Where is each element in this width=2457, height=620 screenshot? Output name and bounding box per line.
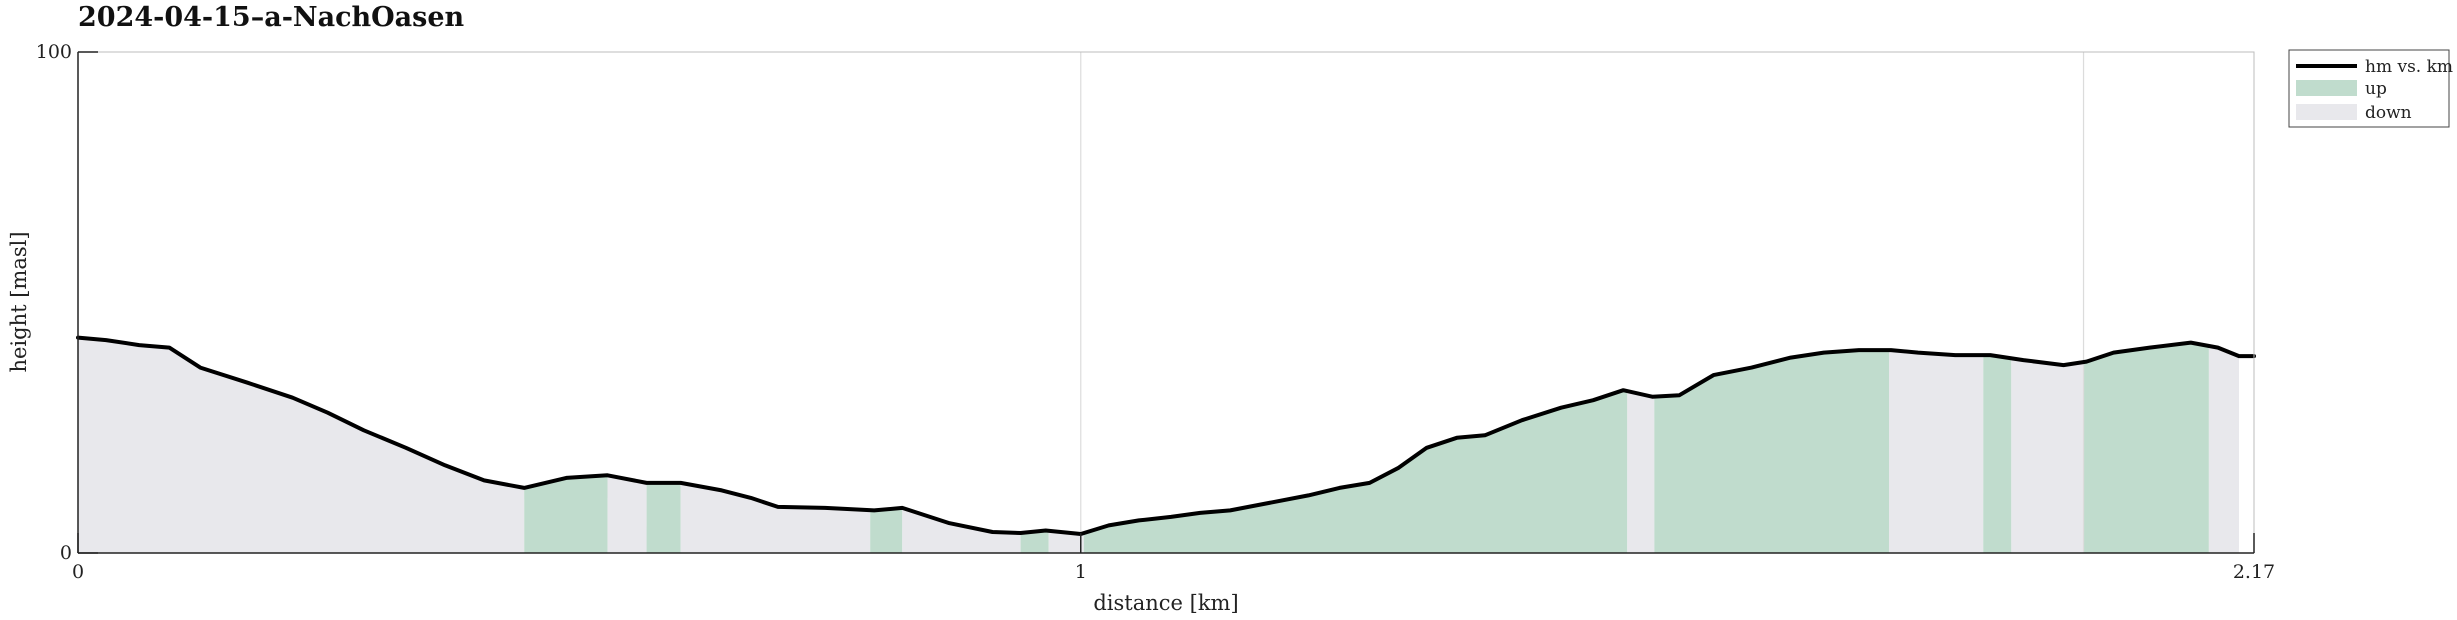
legend-label-hm-vs-km: hm vs. km: [2365, 57, 2453, 77]
area-segment-down-16: [2208, 345, 2239, 553]
area-segment-up-13: [1983, 355, 2012, 553]
grid-lines: [1080, 52, 2085, 553]
legend: hm vs. km up down: [2288, 49, 2453, 128]
y-axis-label: height [masl]: [7, 231, 31, 372]
legend-label-up: up: [2365, 79, 2387, 99]
y-tick-label-0: 0: [60, 542, 72, 564]
area-segment-down-8: [1048, 530, 1084, 553]
x-tick-label-1: 1: [1075, 561, 1087, 583]
chart-title: 2024-04-15–a-NachOasen: [78, 2, 465, 33]
area-segment-up-11: [1654, 350, 1889, 553]
area-segment-down-14: [2011, 358, 2084, 553]
area-segment-up-7: [1020, 530, 1049, 553]
area-segment-down-10: [1627, 391, 1655, 553]
x-axis-label: distance [km]: [1093, 591, 1238, 615]
legend-label-down: down: [2365, 103, 2412, 123]
axes: 0 1 2.17 0 100: [36, 41, 2275, 583]
area-segment-up-3: [646, 482, 681, 553]
legend-up-swatch: [2296, 80, 2357, 96]
legend-down-swatch: [2296, 104, 2357, 120]
y-tick-label-1: 100: [36, 41, 72, 63]
area-segment-up-5: [870, 507, 903, 553]
area-segment-down-4: [680, 482, 871, 553]
series-line-hm-vs-km: [76, 335, 2256, 536]
area-segment-up-15: [2083, 342, 2209, 553]
x-tick-label-2: 2.17: [2233, 561, 2275, 583]
area-segment-down-12: [1888, 350, 1984, 553]
area-segment-down-0: [78, 337, 525, 553]
area-segment-down-2: [607, 475, 647, 553]
x-tick-label-0: 0: [72, 561, 84, 583]
area-segment-up-1: [524, 475, 608, 553]
